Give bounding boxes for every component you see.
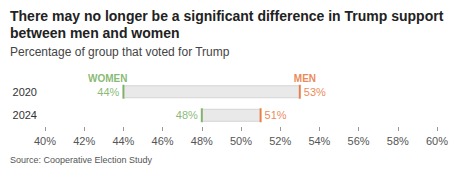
svg-text:53%: 53% bbox=[304, 86, 326, 98]
svg-text:54%: 54% bbox=[308, 135, 330, 147]
svg-text:56%: 56% bbox=[348, 135, 370, 147]
svg-text:40%: 40% bbox=[34, 135, 56, 147]
svg-text:Percentage of group that voted: Percentage of group that voted for Trump bbox=[10, 45, 230, 59]
svg-text:2024: 2024 bbox=[13, 109, 37, 121]
svg-text:There may no longer be a signi: There may no longer be a significant dif… bbox=[10, 8, 447, 24]
svg-text:WOMEN: WOMEN bbox=[88, 73, 127, 84]
svg-text:52%: 52% bbox=[269, 135, 291, 147]
svg-text:MEN: MEN bbox=[294, 73, 316, 84]
svg-text:Source: Cooperative Election S: Source: Cooperative Election Study bbox=[10, 155, 153, 165]
svg-text:2020: 2020 bbox=[13, 86, 37, 98]
svg-text:51%: 51% bbox=[265, 109, 287, 121]
svg-text:50%: 50% bbox=[230, 135, 252, 147]
svg-text:44%: 44% bbox=[112, 135, 134, 147]
svg-text:42%: 42% bbox=[73, 135, 95, 147]
svg-text:48%: 48% bbox=[176, 109, 198, 121]
svg-text:48%: 48% bbox=[191, 135, 213, 147]
svg-text:60%: 60% bbox=[426, 135, 448, 147]
svg-text:58%: 58% bbox=[387, 135, 409, 147]
svg-text:46%: 46% bbox=[152, 135, 174, 147]
svg-text:44%: 44% bbox=[97, 86, 119, 98]
svg-text:between men and women: between men and women bbox=[10, 25, 180, 41]
